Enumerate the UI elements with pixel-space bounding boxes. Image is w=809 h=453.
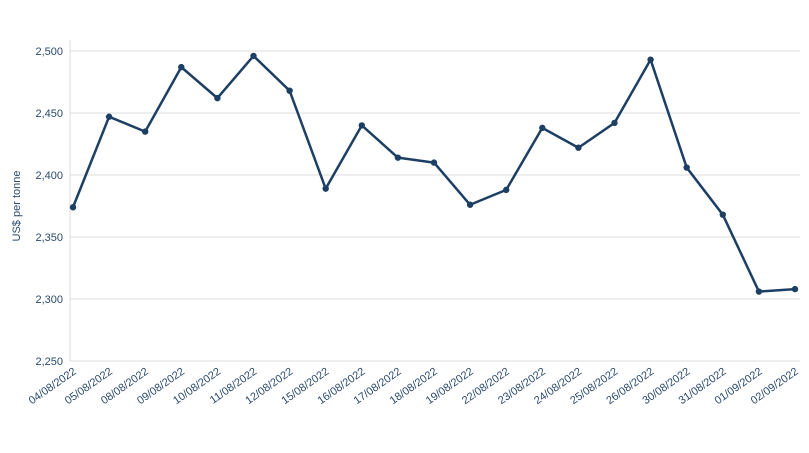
y-tick-label: 2,450 bbox=[35, 108, 63, 120]
data-point bbox=[322, 185, 329, 192]
data-point bbox=[69, 204, 77, 211]
data-point bbox=[286, 87, 293, 94]
data-point bbox=[647, 56, 654, 63]
data-point bbox=[503, 186, 510, 194]
data-point bbox=[611, 119, 618, 127]
data-point bbox=[250, 52, 257, 60]
data-point bbox=[178, 63, 185, 71]
data-point bbox=[575, 144, 582, 151]
data-point bbox=[466, 201, 474, 208]
y-tick-label: 2,250 bbox=[35, 356, 63, 368]
y-tick-label: 2,500 bbox=[35, 46, 63, 58]
y-tick-label: 2,300 bbox=[35, 294, 63, 306]
y-tick-label: 2,350 bbox=[35, 232, 63, 244]
data-point bbox=[755, 288, 763, 295]
data-point bbox=[683, 164, 690, 171]
data-point bbox=[142, 128, 149, 135]
data-point bbox=[719, 211, 726, 218]
data-point bbox=[394, 154, 402, 161]
data-point bbox=[105, 113, 113, 120]
y-axis-label: US$ per tonne bbox=[11, 171, 23, 242]
series-line bbox=[71, 54, 796, 293]
data-point bbox=[539, 124, 546, 132]
data-point bbox=[430, 159, 438, 166]
data-point bbox=[791, 285, 799, 293]
data-point bbox=[358, 122, 365, 129]
data-point bbox=[214, 94, 221, 102]
y-tick-label: 2,400 bbox=[35, 170, 63, 182]
